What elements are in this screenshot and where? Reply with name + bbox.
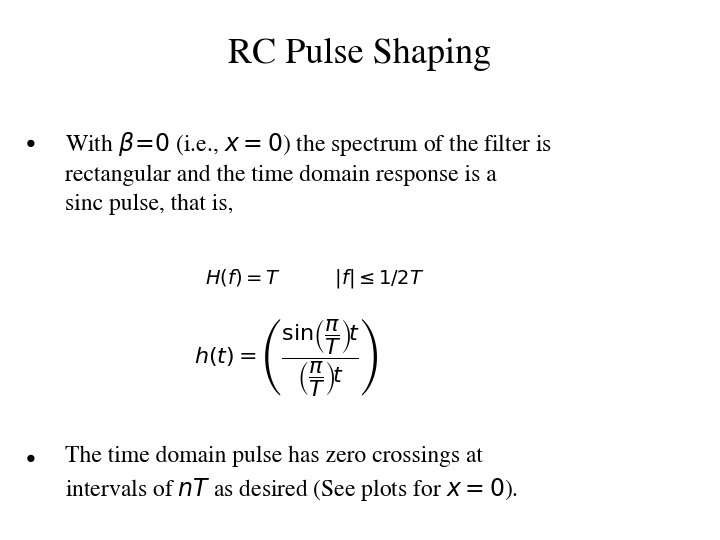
Text: With $\beta\!=\!0$ (i.e., $x = 0$) the spectrum of the filter is
rectangular and: With $\beta\!=\!0$ (i.e., $x = 0$) the s… <box>65 130 552 215</box>
Text: $H(f) = T \qquad\quad |f| \leq 1/2T$: $H(f) = T \qquad\quad |f| \leq 1/2T$ <box>205 267 425 291</box>
Text: The time domain pulse has zero crossings at
intervals of $nT$ as desired (See pl: The time domain pulse has zero crossings… <box>65 446 518 503</box>
Text: $\bullet$: $\bullet$ <box>22 130 35 153</box>
Text: $h(t) = \left(\dfrac{\sin\!\left(\dfrac{\pi}{T}\right)\!t}{\left(\dfrac{\pi}{T}\: $h(t) = \left(\dfrac{\sin\!\left(\dfrac{… <box>194 316 379 398</box>
Text: RC Pulse Shaping: RC Pulse Shaping <box>228 38 492 71</box>
Text: $\bullet$: $\bullet$ <box>22 446 35 469</box>
